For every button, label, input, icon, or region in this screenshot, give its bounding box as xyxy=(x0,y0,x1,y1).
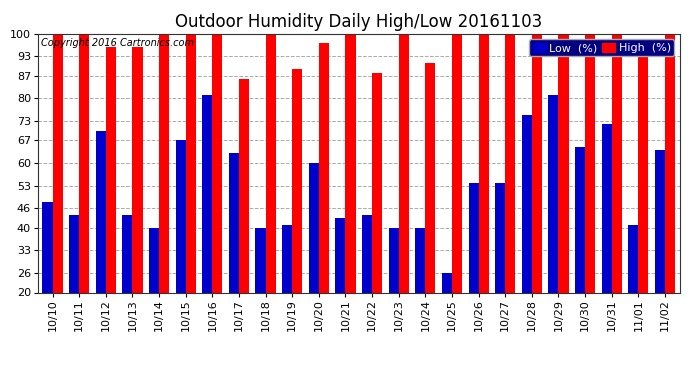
Bar xyxy=(362,215,372,292)
Bar xyxy=(452,34,462,292)
Bar xyxy=(372,73,382,292)
Bar xyxy=(266,34,276,292)
Title: Outdoor Humidity Daily High/Low 20161103: Outdoor Humidity Daily High/Low 20161103 xyxy=(175,13,542,31)
Bar xyxy=(505,34,515,292)
Bar xyxy=(532,34,542,292)
Bar xyxy=(629,225,638,292)
Bar xyxy=(176,141,186,292)
Bar xyxy=(79,34,89,292)
Bar xyxy=(346,34,355,292)
Bar xyxy=(335,218,346,292)
Bar xyxy=(585,34,595,292)
Bar xyxy=(469,183,479,292)
Bar xyxy=(229,153,239,292)
Bar xyxy=(186,34,196,292)
Bar xyxy=(425,63,435,292)
Bar xyxy=(96,131,106,292)
Bar xyxy=(149,228,159,292)
Bar xyxy=(399,34,409,292)
Bar xyxy=(319,44,329,292)
Bar xyxy=(558,34,569,292)
Bar xyxy=(132,47,143,292)
Bar xyxy=(388,228,399,292)
Bar xyxy=(52,34,63,292)
Bar xyxy=(159,34,169,292)
Bar xyxy=(282,225,293,292)
Bar xyxy=(106,47,116,292)
Bar xyxy=(638,44,649,292)
Bar xyxy=(655,150,665,292)
Legend: Low  (%), High  (%): Low (%), High (%) xyxy=(529,39,674,56)
Bar xyxy=(442,273,452,292)
Bar xyxy=(122,215,132,292)
Bar xyxy=(479,34,489,292)
Bar xyxy=(549,95,558,292)
Bar xyxy=(575,147,585,292)
Bar xyxy=(522,115,532,292)
Bar xyxy=(602,124,612,292)
Bar xyxy=(495,183,505,292)
Bar xyxy=(43,202,52,292)
Bar xyxy=(255,228,266,292)
Bar xyxy=(213,34,222,292)
Bar xyxy=(293,69,302,292)
Bar xyxy=(612,34,622,292)
Bar xyxy=(308,163,319,292)
Bar xyxy=(202,95,213,292)
Bar xyxy=(69,215,79,292)
Bar xyxy=(415,228,425,292)
Text: Copyright 2016 Cartronics.com: Copyright 2016 Cartronics.com xyxy=(41,38,194,48)
Bar xyxy=(665,34,675,292)
Bar xyxy=(239,79,249,292)
